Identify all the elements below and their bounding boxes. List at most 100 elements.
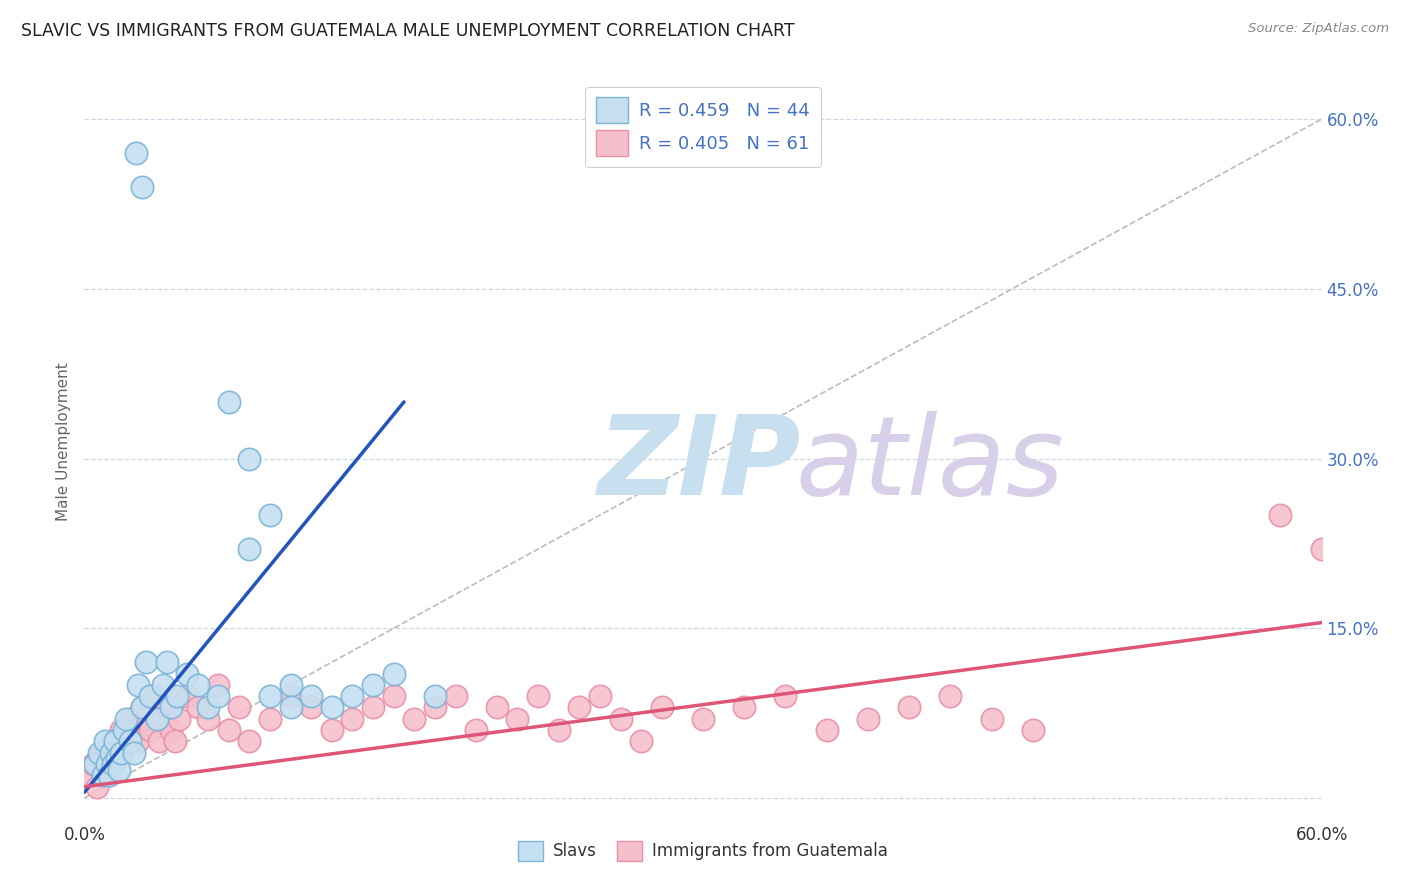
Point [98,768,121,782]
Point [815,723,838,738]
Point [131,180,153,194]
Point [485,700,508,714]
Point [692,712,714,726]
Point [139,723,162,738]
Point [135,712,157,726]
Point [238,542,260,557]
Point [135,655,157,669]
Point [547,723,569,738]
Point [77,768,100,782]
Point [110,746,132,760]
Point [259,712,281,726]
Point [980,712,1002,726]
Point [506,712,529,726]
Point [589,689,612,703]
Point [259,689,281,703]
Point [127,678,149,692]
Point [238,451,260,466]
Point [423,700,446,714]
Point [898,700,921,714]
Point [259,508,281,522]
Point [527,689,550,703]
Point [86,780,108,794]
Point [105,746,128,760]
Point [187,700,209,714]
Point [103,757,125,772]
Point [423,689,446,703]
Legend: Slavs, Immigrants from Guatemala: Slavs, Immigrants from Guatemala [510,832,896,869]
Point [94,757,117,772]
Point [145,712,167,726]
Point [127,734,149,748]
Point [94,734,117,748]
Point [165,734,187,748]
Point [112,723,135,738]
Point [104,734,127,748]
Point [1270,508,1292,522]
Point [856,712,879,726]
Point [82,757,104,772]
Point [733,700,755,714]
Point [207,689,229,703]
Point [228,700,250,714]
Point [110,723,132,738]
Point [939,689,962,703]
Point [131,700,153,714]
Point [361,700,384,714]
Point [404,712,426,726]
Point [152,678,174,692]
Point [98,768,121,782]
Point [143,689,166,703]
Point [321,723,343,738]
Point [280,700,302,714]
Point [630,734,652,748]
Point [114,734,136,748]
Point [160,700,183,714]
Text: atlas: atlas [796,411,1064,517]
Point [176,689,198,703]
Point [299,689,322,703]
Point [114,712,136,726]
Point [167,712,190,726]
Point [342,689,364,703]
Point [321,700,343,714]
Point [280,689,302,703]
Point [382,689,405,703]
Point [105,751,128,765]
Point [148,734,170,748]
Point [342,712,364,726]
Point [465,723,488,738]
Point [775,689,797,703]
Point [280,678,302,692]
Point [122,746,145,760]
Point [156,700,179,714]
Point [87,746,110,760]
Point [131,700,153,714]
Point [139,689,162,703]
Point [83,757,105,772]
Point [156,655,179,669]
Point [166,689,188,703]
Point [299,700,322,714]
Point [122,723,145,738]
Point [91,768,114,782]
Point [609,712,631,726]
Text: Source: ZipAtlas.com: Source: ZipAtlas.com [1249,22,1389,36]
Point [651,700,673,714]
Point [361,678,384,692]
Point [1310,542,1333,557]
Point [218,723,240,738]
Point [118,712,141,726]
Point [197,700,219,714]
Point [103,734,125,748]
Point [382,666,405,681]
Point [187,678,209,692]
Point [1022,723,1045,738]
Point [568,700,591,714]
Point [108,763,131,777]
Text: ZIP: ZIP [598,411,801,517]
Point [444,689,467,703]
Text: SLAVIC VS IMMIGRANTS FROM GUATEMALA MALE UNEMPLOYMENT CORRELATION CHART: SLAVIC VS IMMIGRANTS FROM GUATEMALA MALE… [21,22,794,40]
Point [118,734,141,748]
Point [96,757,118,772]
